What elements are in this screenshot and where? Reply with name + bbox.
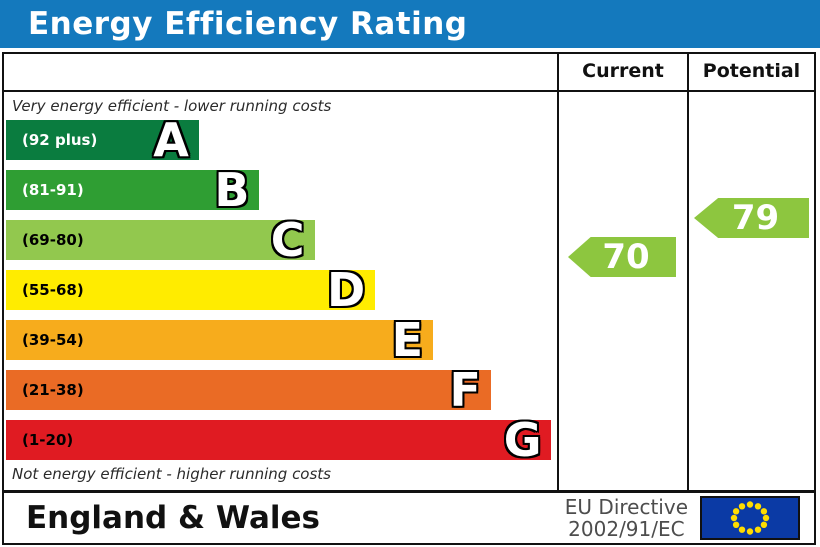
eu-directive-line1: EU Directive [564, 495, 688, 519]
band-range-label: (81-91) [22, 181, 84, 199]
band-range-label: (39-54) [22, 331, 84, 349]
band-range-label: (92 plus) [22, 131, 98, 149]
header-spacer [4, 54, 557, 90]
band-range-label: (55-68) [22, 281, 84, 299]
band-range-label: (1-20) [22, 431, 74, 449]
table-body-row: Very energy efficient - lower running co… [4, 92, 814, 490]
table-footer-row: England & Wales EU Directive 2002/91/EC [4, 490, 814, 543]
eu-flag-icon [700, 496, 800, 540]
potential-rating-value: 79 [731, 198, 780, 238]
bands: (92 plus) A (81-91) B (69-80) C (55-68) … [6, 113, 557, 467]
band-letter: B [214, 163, 250, 217]
column-header-potential: Potential [687, 54, 814, 90]
potential-rating-arrow: 79 [694, 198, 809, 238]
column-header-current: Current [557, 54, 687, 90]
band-row: (1-20) G [6, 413, 552, 467]
band-letter: D [326, 263, 366, 317]
bands-chart-cell: Very energy efficient - lower running co… [4, 92, 557, 490]
caption-not-efficient: Not energy efficient - higher running co… [12, 465, 331, 483]
band-row: (69-80) C [6, 213, 315, 267]
band-letter: A [153, 113, 189, 167]
caption-very-efficient: Very energy efficient - lower running co… [12, 97, 332, 115]
page-title: Energy Efficiency Rating [0, 0, 820, 48]
current-rating-arrow: 70 [568, 237, 676, 277]
band-row: (81-91) B [6, 163, 260, 217]
rating-table: Current Potential Very energy efficient … [2, 52, 816, 545]
band-letter: E [391, 313, 424, 367]
region-label: England & Wales [26, 500, 320, 536]
band-row: (55-68) D [6, 263, 376, 317]
band-range-label: (21-38) [22, 381, 84, 399]
band-row: (92 plus) A [6, 113, 199, 167]
band-row: (21-38) F [6, 363, 491, 417]
band-letter: G [503, 413, 542, 467]
band-letter: C [270, 213, 305, 267]
current-rating-cell: 70 [557, 92, 687, 490]
current-rating-value: 70 [602, 237, 650, 277]
band-range-label: (69-80) [22, 231, 84, 249]
eu-flag-stars [730, 501, 770, 535]
table-header-row: Current Potential [4, 54, 814, 92]
eu-directive-text: EU Directive 2002/91/EC [565, 496, 688, 540]
band-row: (39-54) E [6, 313, 434, 367]
potential-rating-cell: 79 [687, 92, 814, 490]
band-letter: F [449, 363, 481, 417]
eu-directive-line2: 2002/91/EC [568, 517, 685, 541]
